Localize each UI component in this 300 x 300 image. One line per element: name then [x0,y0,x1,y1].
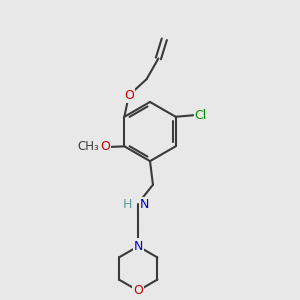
Text: H: H [123,197,132,211]
Text: O: O [133,284,143,297]
Text: N: N [134,240,143,253]
Text: N: N [134,239,143,252]
Text: N: N [140,197,149,211]
Text: O: O [100,140,110,153]
Text: O: O [124,89,134,102]
Text: Cl: Cl [195,109,207,122]
Text: CH₃: CH₃ [77,140,99,153]
